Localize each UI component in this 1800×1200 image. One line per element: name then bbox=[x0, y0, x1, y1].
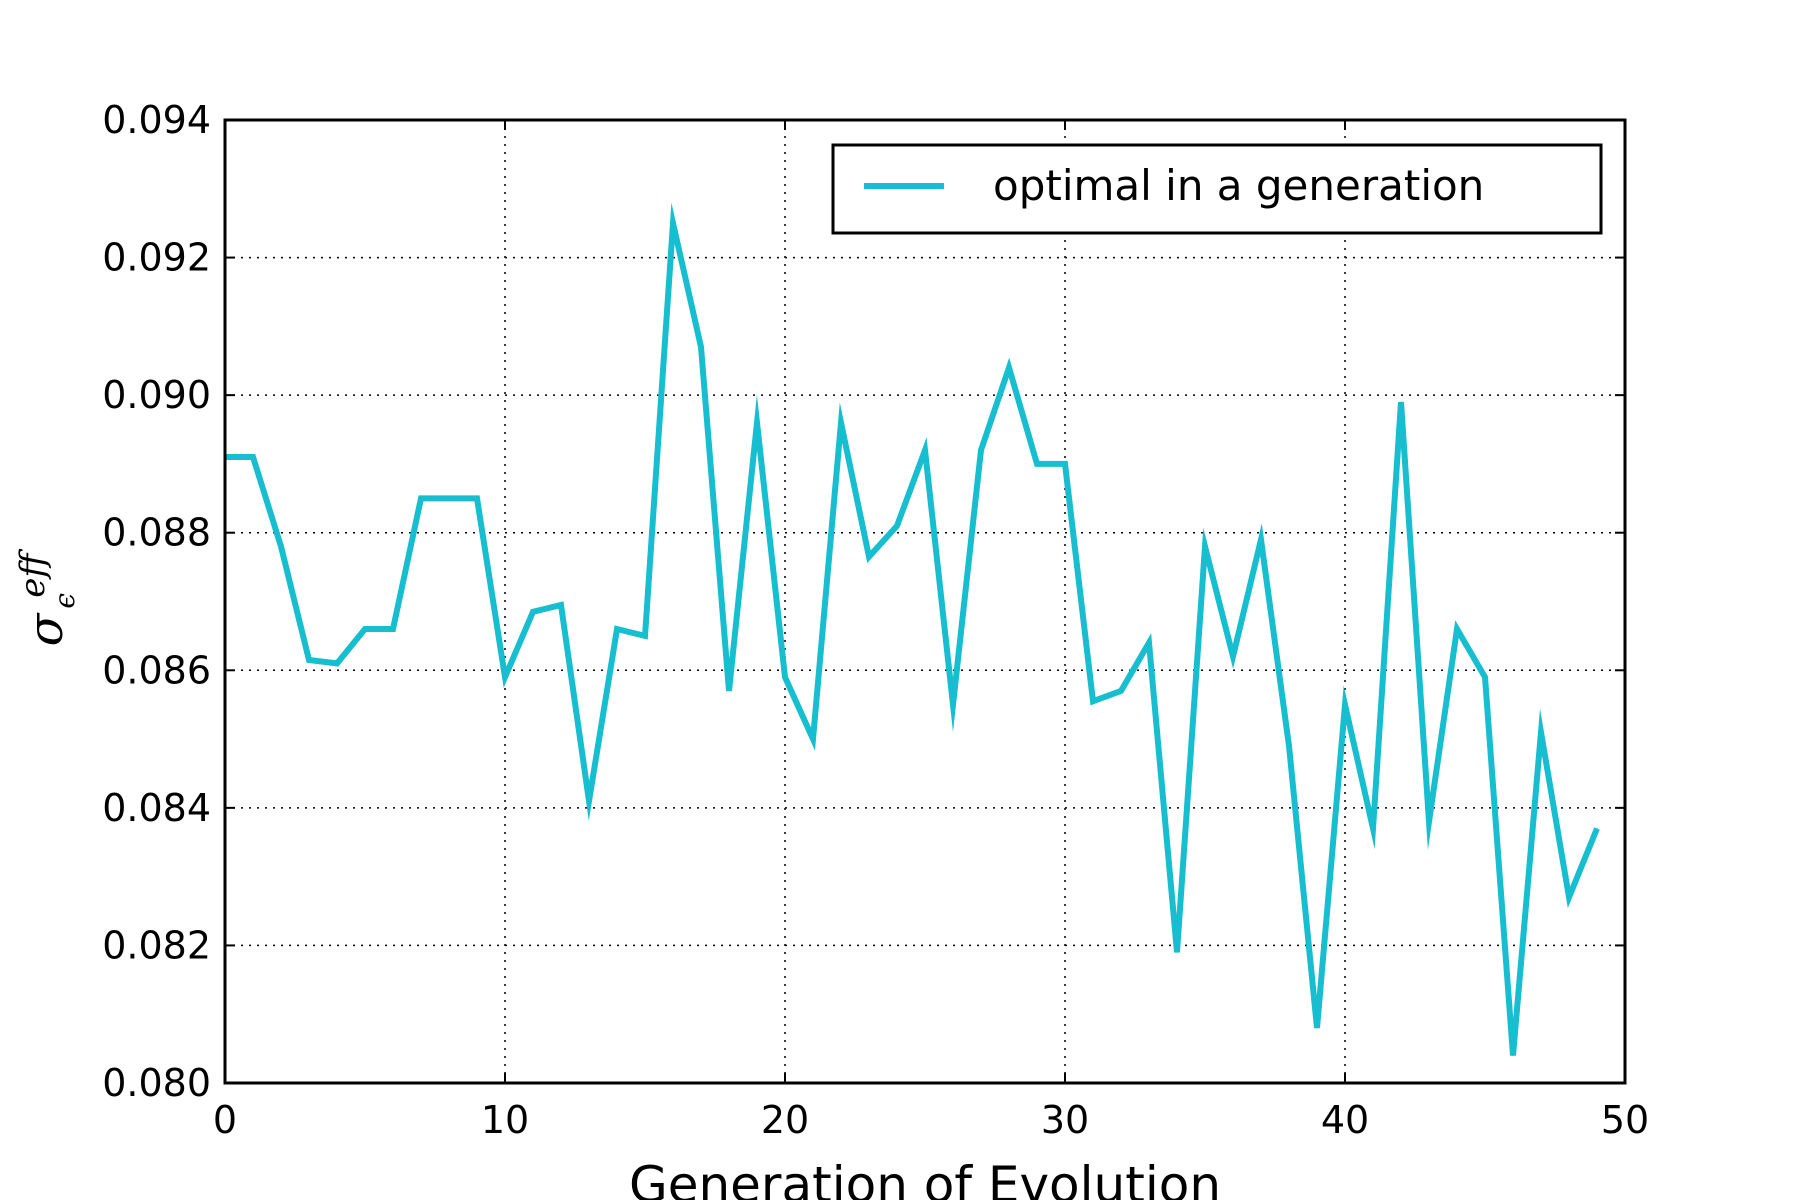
data-point bbox=[924, 449, 926, 451]
data-point bbox=[476, 497, 478, 499]
data-point bbox=[756, 422, 758, 424]
data-point bbox=[1372, 827, 1374, 829]
data-point bbox=[1344, 704, 1346, 706]
data-point bbox=[868, 556, 870, 558]
data-point bbox=[532, 611, 534, 613]
data-point bbox=[672, 222, 674, 224]
data-point bbox=[392, 628, 394, 630]
y-tick-label: 0.084 bbox=[102, 786, 211, 830]
data-point bbox=[1288, 745, 1290, 747]
x-tick-label: 30 bbox=[1041, 1098, 1089, 1142]
data-point bbox=[1232, 656, 1234, 658]
data-point bbox=[812, 738, 814, 740]
data-point bbox=[728, 690, 730, 692]
x-tick-label: 50 bbox=[1601, 1098, 1649, 1142]
data-point bbox=[1512, 1054, 1514, 1056]
y-tick-labels: 0.080 0.082 0.084 0.086 0.088 0.090 0.092 0.094 bbox=[102, 98, 211, 1105]
data-point bbox=[588, 800, 590, 802]
data-point bbox=[952, 704, 954, 706]
x-tick-label: 10 bbox=[481, 1098, 529, 1142]
legend: optimal in a generation bbox=[831, 143, 1603, 235]
y-tick-label: 0.080 bbox=[102, 1061, 211, 1105]
data-point bbox=[896, 525, 898, 527]
data-point bbox=[1036, 463, 1038, 465]
data-point bbox=[560, 604, 562, 606]
ticks bbox=[224, 119, 1626, 1084]
data-point bbox=[252, 456, 254, 458]
data-point bbox=[1540, 731, 1542, 733]
y-axis-title: σ ϵ eff bbox=[13, 549, 81, 647]
data-point bbox=[616, 628, 618, 630]
data-point bbox=[364, 628, 366, 630]
x-axis-title: Generation of Evolution bbox=[629, 1156, 1221, 1200]
plot-frame bbox=[223, 118, 1627, 1085]
data-point bbox=[980, 449, 982, 451]
x-tick-label: 40 bbox=[1321, 1098, 1369, 1142]
y-tick-label: 0.086 bbox=[102, 648, 211, 692]
plot-area bbox=[224, 202, 1600, 1056]
data-point bbox=[1120, 690, 1122, 692]
series-line bbox=[225, 202, 1600, 1056]
data-point bbox=[448, 497, 450, 499]
y-tick-label: 0.094 bbox=[102, 98, 211, 142]
data-point bbox=[1064, 463, 1066, 465]
data-point bbox=[1400, 401, 1402, 403]
data-point bbox=[1456, 628, 1458, 630]
data-point bbox=[1008, 367, 1010, 369]
grid bbox=[225, 120, 1625, 1083]
data-point bbox=[1204, 545, 1206, 547]
x-tick-label: 20 bbox=[761, 1098, 809, 1142]
data-point bbox=[1176, 951, 1178, 953]
y-axis-label-subscript: ϵ bbox=[48, 593, 81, 609]
data-point bbox=[1092, 700, 1094, 702]
y-tick-label: 0.092 bbox=[102, 236, 211, 280]
data-point bbox=[1484, 676, 1486, 678]
y-axis-label: σ ϵ eff bbox=[13, 549, 81, 647]
y-axis-label-superscript: eff bbox=[13, 549, 53, 598]
y-axis-label-base: σ bbox=[18, 612, 74, 646]
data-point bbox=[784, 676, 786, 678]
x-tick-label: 0 bbox=[213, 1098, 237, 1142]
data-point bbox=[336, 662, 338, 664]
y-tick-label: 0.082 bbox=[102, 923, 211, 967]
data-point bbox=[280, 545, 282, 547]
data-point bbox=[644, 635, 646, 637]
data-point bbox=[1428, 821, 1430, 823]
data-point bbox=[1148, 642, 1150, 644]
data-point bbox=[1568, 896, 1570, 898]
legend-box bbox=[831, 143, 1603, 235]
y-tick-label: 0.090 bbox=[102, 373, 211, 417]
data-point bbox=[1596, 827, 1598, 829]
y-tick-label: 0.088 bbox=[102, 511, 211, 555]
data-point bbox=[840, 422, 842, 424]
data-point bbox=[1260, 539, 1262, 541]
data-point bbox=[420, 497, 422, 499]
legend-label: optimal in a generation bbox=[993, 161, 1484, 210]
data-point bbox=[700, 346, 702, 348]
data-point bbox=[504, 676, 506, 678]
data-point bbox=[1316, 1027, 1318, 1029]
x-tick-labels: 0 10 20 30 40 50 bbox=[213, 1098, 1649, 1142]
data-point bbox=[308, 659, 310, 661]
